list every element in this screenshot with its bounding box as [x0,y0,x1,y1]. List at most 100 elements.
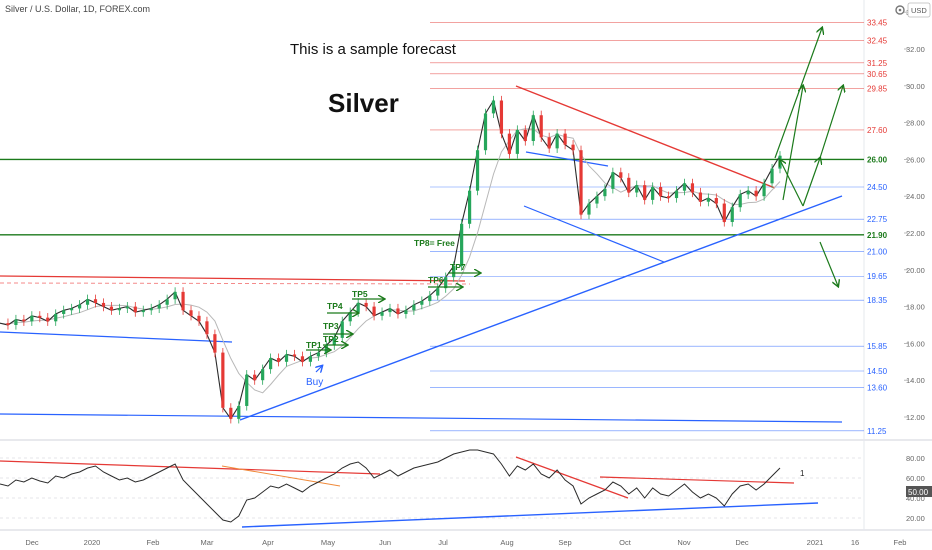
candle-body-85 [674,190,679,199]
candle-body-38 [300,356,305,362]
red-resistance-line[interactable] [0,275,466,282]
tp1-label: TP1 [306,340,322,350]
candle-body-92 [730,207,734,222]
candle-body-9 [70,308,74,311]
forecast-arrow-up-3 [802,158,820,207]
y-tick-label-5: 24.00 [906,192,925,201]
candle-body-51 [404,310,408,314]
candle-body-1 [6,323,10,325]
rsi-red-line-right[interactable] [599,476,795,484]
candle-body-95 [754,190,758,197]
y-tick-label-11: 12.00 [906,413,925,422]
candle-body-74 [587,203,591,215]
rsi-blue-support[interactable] [241,502,819,528]
silver-title: Silver [328,88,399,118]
candle-body-69 [547,137,551,149]
candle-body-46 [364,302,368,307]
level-label-14: 14.50 [867,367,888,376]
y-tick-label-9: 16.00 [906,339,925,348]
candle-body-57 [452,266,456,278]
candle-body-90 [714,198,718,204]
candle-body-64 [507,133,511,154]
y-tick-label-7: 20.00 [906,266,925,275]
candle-body-28 [221,352,225,408]
tp8-label: TP8= Free [414,238,455,248]
sample-forecast-text: This is a sample forecast [290,41,457,58]
candle-body-52 [412,304,416,311]
candle-body-42 [332,337,336,346]
red-dashed-line[interactable] [0,282,471,285]
rsi-tick-label-2: 40.00 [906,494,925,503]
candle-body-12 [93,299,98,303]
candle-body-34 [269,358,273,370]
candle-body-25 [197,315,201,322]
candle-body-19 [149,308,153,311]
level-label-6: 26.00 [867,155,888,164]
candle-body-65 [515,129,519,154]
level-label-3: 30.65 [867,70,888,79]
candle-body-67 [531,115,535,141]
candle-body-47 [372,306,376,316]
level-label-16: 11.25 [867,427,887,436]
candle-body-75 [595,196,599,204]
moving-average-line [0,128,781,394]
candle-body-66 [523,129,527,141]
candle-body-10 [77,304,82,309]
candle-body-77 [611,172,615,189]
candle-body-30 [237,405,241,419]
candle-body-36 [284,354,289,362]
candle-body-5 [38,315,42,318]
candle-body-70 [555,133,559,149]
buy-arrow [316,366,322,372]
candle-body-58 [460,223,464,267]
candle-body-50 [396,308,400,314]
tp-labels: TP1 TP2 TP3 TP4 TP5 TP6 TP7 TP8= Free [306,238,466,350]
blue-rising-trendline[interactable] [239,195,843,421]
y-tick-label-8: 18.00 [906,303,925,312]
candle-body-68 [539,115,543,138]
candle-body-11 [85,299,90,305]
x-tick-label-8: Aug [500,538,513,547]
candle-body-33 [261,369,265,381]
candle-body-81 [643,185,647,200]
currency-badge[interactable] [907,2,931,18]
level-label-2: 31.25 [867,59,888,68]
candle-body-40 [316,352,320,357]
candle-body-14 [109,306,114,311]
candle-body-43 [340,321,344,338]
candle-body-56 [444,277,448,289]
candle-body-6 [46,317,50,322]
candle-body-44 [348,312,352,322]
y-tick-label-1: 32.00 [906,45,925,54]
blue-channel-bottom[interactable] [523,205,665,263]
rsi-orange-line[interactable] [221,465,341,487]
blue-base-line[interactable] [0,413,843,423]
blue-support-line[interactable] [0,331,233,343]
rsi-red-line-left[interactable] [0,460,381,475]
candle-body-18 [141,310,145,313]
price-axis: 34.0032.0030.0028.0026.0024.0022.0020.00… [904,8,925,422]
candle-body-97 [770,168,774,184]
red-falling-trendline[interactable] [515,85,776,189]
blue-channel-top[interactable] [525,151,609,167]
horizontal-levels [0,22,864,432]
tp6-label: TP6 [428,275,444,285]
candles [6,95,782,424]
tp7-label: TP7 [450,262,466,272]
level-label-10: 21.00 [867,247,888,256]
level-label-7: 24.50 [867,183,888,192]
time-axis: Dec 2020 Feb Mar Apr May Jun Jul Aug Sep Oct Nov Dec… [25,538,906,547]
level-label-4: 29.85 [867,85,888,94]
x-tick-label-14: 16 [851,538,859,547]
candle-body-23 [181,291,185,311]
level-label-12: 18.35 [867,296,888,305]
candle-body-86 [682,183,687,191]
candle-body-91 [722,203,726,222]
candle-body-37 [292,354,297,357]
candle-body-49 [388,308,392,313]
symbol-title[interactable]: Silver / U.S. Dollar, 1D, FOREX.com [5,4,150,14]
rsi-red-line-mid[interactable] [515,456,629,499]
candle-body-96 [762,183,766,197]
gear-icon[interactable] [895,5,905,15]
